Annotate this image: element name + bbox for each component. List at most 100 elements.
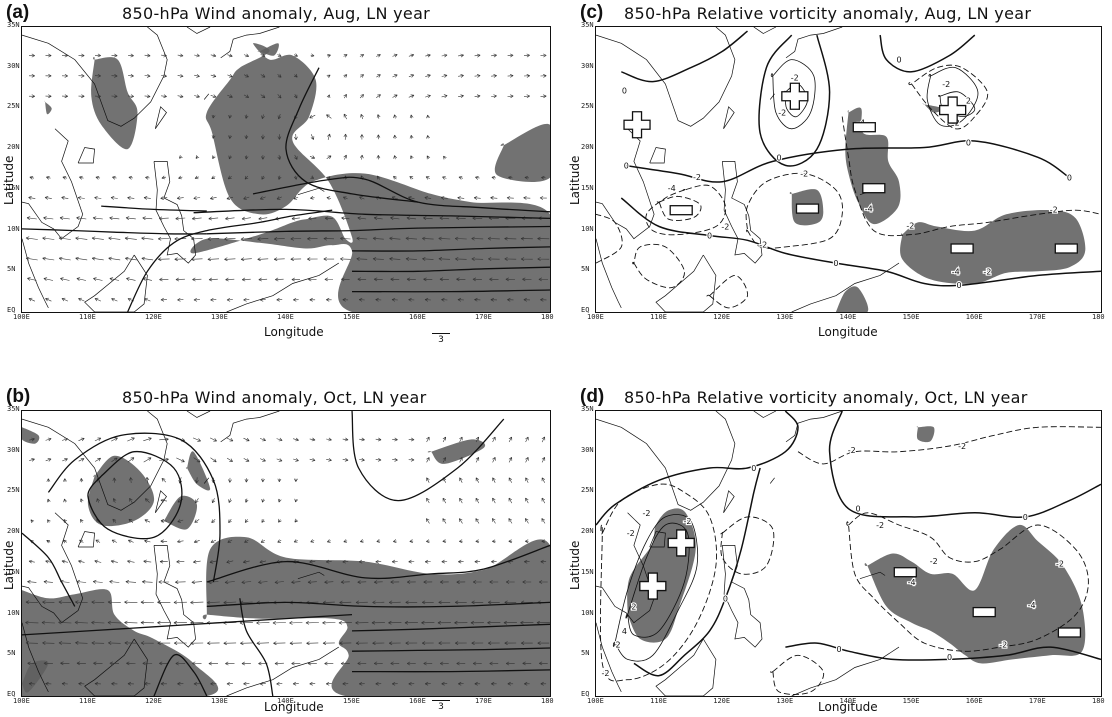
- wind-vector: [339, 600, 352, 605]
- contour-line: [846, 512, 1089, 652]
- contour-label: -2: [848, 446, 856, 455]
- wind-vector: [129, 477, 133, 484]
- wind-vector: [28, 681, 35, 686]
- coastline: [297, 571, 325, 580]
- wind-vector: [228, 519, 232, 523]
- coastline: [186, 411, 211, 418]
- wind-vector: [277, 74, 282, 78]
- wind-vector: [308, 216, 317, 221]
- coastline: [723, 490, 735, 513]
- x-axis-title: Longitude: [818, 700, 878, 714]
- vector-scale-label: 3: [438, 335, 444, 345]
- wind-vector: [92, 216, 103, 221]
- wind-vector: [45, 437, 52, 442]
- wind-vector: [244, 134, 249, 140]
- streamline: [193, 208, 550, 220]
- vector-scale-arrow: [432, 333, 450, 334]
- vector-scale: 3: [432, 333, 450, 345]
- wind-vector: [360, 134, 364, 140]
- shaded-region: [44, 100, 52, 115]
- wind-vector: [28, 94, 35, 99]
- contour-label: 2: [616, 641, 621, 650]
- wind-vector: [75, 600, 88, 605]
- wind-vector: [91, 236, 104, 241]
- wind-vector: [426, 155, 431, 160]
- y-tick-label: 15N: [581, 183, 594, 192]
- wind-vector: [459, 497, 463, 504]
- wind-vector: [94, 53, 101, 58]
- wind-vector: [406, 277, 416, 282]
- wind-vector: [406, 661, 416, 666]
- wind-vector: [278, 518, 282, 523]
- wind-vector: [442, 176, 447, 180]
- wind-vector: [91, 256, 104, 261]
- wind-vector: [471, 257, 484, 261]
- wind-vector: [209, 559, 217, 564]
- wind-vector: [261, 519, 265, 523]
- wind-vector: [140, 620, 154, 625]
- shaded-region: [494, 123, 550, 182]
- wind-vector: [359, 457, 365, 462]
- wind-vector: [159, 559, 168, 564]
- wind-vector: [194, 74, 200, 78]
- wind-vector: [193, 681, 200, 686]
- x-tick-label: 180: [1092, 697, 1105, 705]
- contour-line: [841, 116, 1101, 237]
- wind-vector: [525, 497, 529, 504]
- wind-vector: [177, 539, 184, 544]
- shaded-region: [257, 43, 279, 56]
- wind-vector: [458, 559, 464, 564]
- wind-vector: [443, 155, 447, 160]
- shaded-region: [845, 107, 901, 225]
- wind-vector: [244, 114, 249, 119]
- wind-vector: [359, 54, 365, 58]
- wind-vector: [28, 53, 35, 58]
- wind-vector: [226, 437, 234, 442]
- shaded-region: [202, 536, 550, 696]
- coastline: [220, 411, 280, 443]
- wind-vector: [371, 620, 385, 625]
- wind-vector: [96, 498, 100, 503]
- wind-vector: [492, 539, 496, 544]
- wind-vector: [179, 155, 183, 159]
- wind-vector: [125, 256, 137, 261]
- wind-vector: [522, 661, 532, 666]
- wind-vector: [475, 539, 480, 544]
- wind-vector: [277, 539, 282, 543]
- x-tick-label: 130E: [211, 313, 228, 321]
- wind-vector: [424, 196, 432, 200]
- wind-vector: [390, 580, 400, 584]
- wind-vector: [471, 641, 484, 645]
- wind-vector: [243, 437, 250, 442]
- wind-vector: [79, 498, 84, 503]
- wind-vector: [326, 458, 332, 462]
- wind-vector: [144, 539, 151, 544]
- wind-vector: [61, 53, 68, 58]
- coastline: [753, 27, 777, 34]
- y-axis-title: Latitude: [2, 540, 16, 590]
- wind-vector: [355, 620, 369, 625]
- x-tick-label: 170E: [475, 697, 492, 705]
- wind-vector: [243, 458, 250, 462]
- streamline: [351, 647, 550, 652]
- shaded-region: [185, 451, 211, 491]
- wind-vector: [523, 196, 531, 200]
- wind-vector: [228, 135, 232, 139]
- wind-vector: [94, 196, 102, 200]
- coastline: [153, 161, 196, 264]
- wind-vector: [191, 236, 203, 241]
- y-tick-label: EQ: [581, 306, 590, 314]
- wind-vector: [261, 114, 265, 120]
- wind-vector: [375, 437, 382, 442]
- wind-vector: [276, 297, 283, 302]
- wind-vector: [294, 518, 299, 523]
- wind-vector: [94, 457, 101, 462]
- wind-vector: [158, 580, 170, 584]
- coastline: [596, 238, 622, 309]
- wind-vector: [392, 74, 398, 78]
- wind-vector: [293, 297, 299, 302]
- wind-vector: [305, 620, 319, 625]
- coastline: [721, 161, 763, 264]
- contour-label: -2: [906, 222, 914, 231]
- shaded-region: [161, 495, 198, 530]
